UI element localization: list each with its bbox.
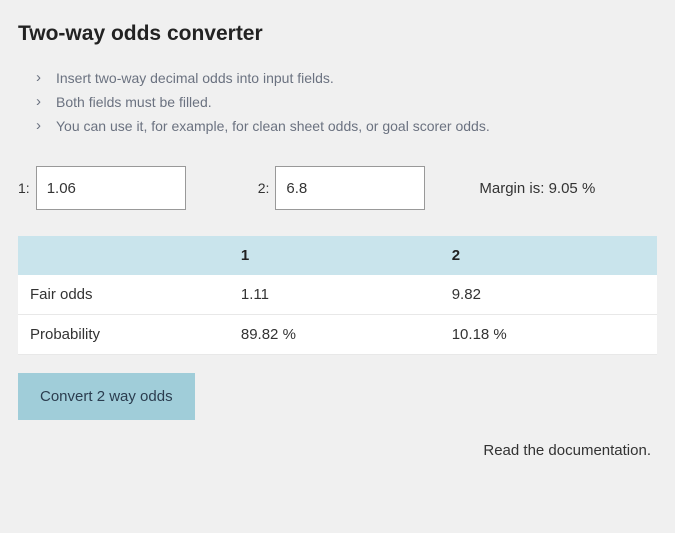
row-label: Fair odds bbox=[18, 275, 229, 315]
table-header-1: 1 bbox=[229, 236, 440, 275]
inputs-row: 1: 2: Margin is: 9.05 % bbox=[18, 166, 657, 210]
margin-display: Margin is: 9.05 % bbox=[479, 180, 595, 197]
margin-label: Margin is: bbox=[479, 180, 544, 197]
page-title: Two-way odds converter bbox=[18, 22, 657, 46]
input-2-label: 2: bbox=[258, 180, 270, 196]
odds-input-2[interactable] bbox=[275, 166, 425, 210]
row-value-1: 89.82 % bbox=[229, 315, 440, 355]
instruction-item: You can use it, for example, for clean s… bbox=[36, 114, 657, 138]
table-row: Probability 89.82 % 10.18 % bbox=[18, 315, 657, 355]
odds-input-1[interactable] bbox=[36, 166, 186, 210]
row-value-2: 9.82 bbox=[440, 275, 657, 315]
table-row: Fair odds 1.11 9.82 bbox=[18, 275, 657, 315]
documentation-link[interactable]: Read the documentation. bbox=[18, 442, 657, 459]
instruction-item: Insert two-way decimal odds into input f… bbox=[36, 66, 657, 90]
input-group-1: 1: bbox=[18, 166, 186, 210]
margin-value: 9.05 % bbox=[549, 180, 596, 197]
results-table: 1 2 Fair odds 1.11 9.82 Probability 89.8… bbox=[18, 236, 657, 355]
input-1-label: 1: bbox=[18, 180, 30, 196]
instruction-item: Both fields must be filled. bbox=[36, 90, 657, 114]
table-header-blank bbox=[18, 236, 229, 275]
table-header-2: 2 bbox=[440, 236, 657, 275]
row-value-2: 10.18 % bbox=[440, 315, 657, 355]
row-value-1: 1.11 bbox=[229, 275, 440, 315]
row-label: Probability bbox=[18, 315, 229, 355]
input-group-2: 2: bbox=[258, 166, 426, 210]
instructions-list: Insert two-way decimal odds into input f… bbox=[36, 66, 657, 138]
convert-button[interactable]: Convert 2 way odds bbox=[18, 373, 195, 420]
